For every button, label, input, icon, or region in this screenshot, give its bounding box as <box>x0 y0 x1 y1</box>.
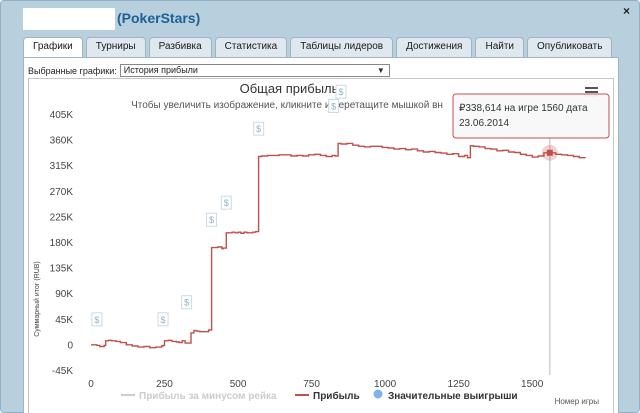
big-win-marker[interactable]: $ <box>91 312 103 327</box>
svg-text:$: $ <box>338 87 343 97</box>
svg-text:$: $ <box>94 315 99 325</box>
close-icon[interactable]: × <box>622 4 630 18</box>
tab-breakdown[interactable]: Разбивка <box>148 37 212 57</box>
profit-chart[interactable]: Общая прибыль Чтобы увеличить изображени… <box>29 79 615 413</box>
x-tick-label: 750 <box>303 379 320 390</box>
chart-legend: Прибыль за минусом рейка Прибыль Значите… <box>121 389 518 403</box>
y-tick-label: 225K <box>50 212 74 223</box>
svg-text:$: $ <box>209 215 214 225</box>
chart-title: Общая прибыль <box>240 81 339 96</box>
tab-publish[interactable]: Опубликовать <box>527 37 613 57</box>
y-tick-label: -45K <box>52 366 73 377</box>
graph-select-value: История прибыли <box>123 65 198 75</box>
chevron-down-icon: ▼ <box>376 66 385 75</box>
x-tick-label: 500 <box>230 379 247 390</box>
big-win-marker[interactable]: $ <box>157 312 169 327</box>
tooltip-point <box>541 144 558 161</box>
tab-find[interactable]: Найти <box>475 37 525 57</box>
x-tick-label: 250 <box>156 379 173 390</box>
x-tick-label: 1250 <box>448 379 471 390</box>
svg-text:$: $ <box>331 101 336 111</box>
svg-text:$: $ <box>224 198 229 208</box>
player-name-redacted <box>23 8 115 30</box>
y-tick-label: 0 <box>67 340 73 351</box>
svg-text:$: $ <box>256 124 261 134</box>
tooltip-line-1: ₽338,614 на игре 1560 дата <box>459 103 588 114</box>
legend-item-big-wins[interactable]: Значительные выигрыши <box>373 389 518 403</box>
tab-statistics[interactable]: Статистика <box>214 37 288 57</box>
svg-text:$: $ <box>161 315 166 325</box>
y-tick-label: 45K <box>55 315 73 326</box>
big-win-marker[interactable]: $ <box>220 195 232 210</box>
svg-text:$: $ <box>184 298 189 308</box>
tab-bar: Графики Турниры Разбивка Статистика Табл… <box>23 37 615 58</box>
big-wins-markers: $ $$$$$$$ <box>91 84 347 327</box>
y-axis: 405K 360K 315K 270K 225K 180K 135K 90K 45K 0 -45K <box>50 110 74 377</box>
graph-select-label: Выбранные графики: <box>28 65 117 76</box>
y-tick-label: 135K <box>50 264 74 275</box>
big-win-marker[interactable]: $ <box>328 98 340 113</box>
legend-item-net-profit[interactable]: Прибыль за минусом рейка <box>121 390 277 402</box>
y-tick-label: 180K <box>50 238 74 249</box>
x-tick-label: 1500 <box>521 379 544 390</box>
tab-tournaments[interactable]: Турниры <box>85 37 146 57</box>
graphs-panel: Выбранные графики: История прибыли ▼ Общ… <box>23 57 619 413</box>
big-win-marker[interactable]: $ <box>206 212 218 227</box>
window-titlebar: (PokerStars) × <box>1 1 639 35</box>
big-win-marker[interactable]: $ <box>335 84 347 99</box>
chart-tooltip: ₽338,614 на игре 1560 дата 23.06.2014 <box>452 93 610 139</box>
y-tick-label: 270K <box>50 187 74 198</box>
x-tick-label: 1000 <box>374 379 397 390</box>
big-win-marker[interactable]: $ <box>253 121 265 136</box>
graph-select[interactable]: История прибыли ▼ <box>119 64 390 77</box>
tooltip-line-2: 23.06.2014 <box>459 118 509 129</box>
x-axis: 0 250 500 750 1000 1250 1500 <box>88 379 544 390</box>
y-tick-label: 405K <box>50 110 74 121</box>
y-tick-label: 360K <box>50 136 74 147</box>
legend-label-big-wins: Значительные выигрыши <box>388 391 518 402</box>
window-title: (PokerStars) <box>117 10 201 26</box>
tab-leaderboards[interactable]: Таблицы лидеров <box>290 37 394 57</box>
tab-achievements[interactable]: Достижения <box>396 37 473 57</box>
profit-series-line <box>91 142 586 349</box>
y-tick-label: 90K <box>55 289 73 300</box>
chart-container[interactable]: Общая прибыль Чтобы увеличить изображени… <box>28 78 614 413</box>
legend-label-profit: Прибыль <box>313 390 360 402</box>
x-tick-label: 0 <box>88 379 94 390</box>
legend-item-profit[interactable]: Прибыль <box>295 390 360 402</box>
y-tick-label: 315K <box>50 161 74 172</box>
graph-select-row: Выбранные графики: История прибыли ▼ <box>28 64 390 77</box>
legend-label-net-profit: Прибыль за минусом рейка <box>139 390 277 402</box>
chart-subtitle: Чтобы увеличить изображение, кликните и … <box>131 99 443 111</box>
y-axis-label: Суммарный итог (RUB) <box>33 261 41 337</box>
x-axis-label: Номер игры <box>555 397 600 406</box>
tab-graphs[interactable]: Графики <box>23 37 83 58</box>
big-win-marker[interactable]: $ <box>181 295 193 310</box>
